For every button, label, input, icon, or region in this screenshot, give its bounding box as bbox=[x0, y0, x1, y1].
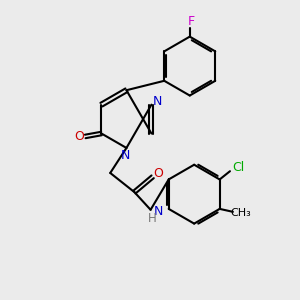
Text: F: F bbox=[188, 15, 195, 28]
Text: N: N bbox=[121, 149, 130, 162]
Text: H: H bbox=[148, 212, 156, 225]
Text: N: N bbox=[153, 95, 163, 108]
Text: N: N bbox=[154, 205, 164, 218]
Text: O: O bbox=[74, 130, 84, 143]
Text: Cl: Cl bbox=[232, 160, 244, 174]
Text: O: O bbox=[154, 167, 164, 180]
Text: CH₃: CH₃ bbox=[230, 208, 251, 218]
